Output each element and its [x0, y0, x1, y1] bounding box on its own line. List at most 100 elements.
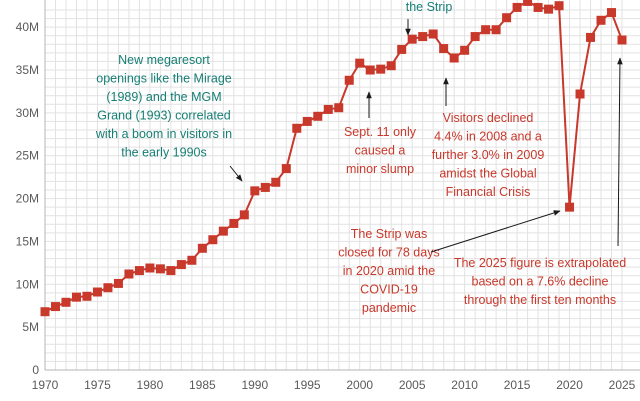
data-point-marker: [313, 111, 323, 121]
annotation-line: 4.4% in 2008 and a: [434, 130, 542, 144]
annotation-line: the early 1990s: [121, 146, 206, 160]
data-point-marker: [607, 8, 617, 18]
annotation-line: caused a: [355, 144, 406, 158]
annotation-line: further 3.0% in 2009: [432, 148, 545, 162]
annotation-megaresort: New megaresort openings like the Mirage (1…: [95, 53, 232, 160]
data-point-marker: [418, 32, 428, 42]
annotation-line: Grand (1993) correlated: [97, 109, 230, 123]
x-tick-label: 2025: [609, 378, 636, 392]
data-point-marker: [481, 25, 491, 35]
annotation-financial-crisis: Visitors declined 4.4% in 2008 and a furth…: [432, 111, 545, 199]
arrow-extrapolated: [617, 57, 623, 247]
data-point-marker: [134, 266, 144, 276]
axes: 1970 1975 1980 1985 1990 1995 2000 2005 2010 2015…: [16, 0, 640, 392]
data-point-marker: [586, 32, 596, 42]
annotation-line: amidst the Global: [439, 167, 536, 181]
data-point-marker: [155, 264, 165, 274]
data-point-marker: [40, 307, 50, 317]
arrow-megaresort: [229, 165, 243, 182]
data-point-marker: [428, 29, 438, 39]
data-point-marker: [250, 186, 260, 196]
x-tick-label: 2005: [399, 378, 426, 392]
data-point-marker: [439, 44, 449, 54]
data-point-marker: [344, 75, 354, 85]
annotation-line: pandemic: [362, 301, 416, 315]
annotation-strip-top: the Strip: [406, 0, 453, 14]
annotation-extrapolated: The 2025 figure is extrapolated based on …: [454, 256, 626, 307]
annotation-line: Financial Crisis: [446, 185, 531, 199]
data-point-marker: [92, 287, 102, 297]
y-tick-label: 35M: [16, 63, 39, 77]
data-point-marker: [470, 32, 480, 42]
data-point-marker: [544, 4, 554, 14]
data-point-marker: [103, 283, 113, 293]
data-point-marker: [376, 64, 386, 74]
data-point-marker: [208, 235, 218, 245]
x-tick-label: 1995: [294, 378, 321, 392]
x-tick-label: 2015: [504, 378, 531, 392]
x-tick-label: 2020: [556, 378, 583, 392]
y-tick-label: 40M: [16, 20, 39, 34]
annotation-line: The 2025 figure is extrapolated: [454, 256, 626, 270]
y-tick-label: 25M: [16, 149, 39, 163]
data-point-marker: [260, 182, 270, 192]
data-point-marker: [113, 278, 123, 288]
data-point-marker: [386, 61, 396, 71]
data-point-marker: [617, 35, 627, 45]
data-point-marker: [50, 302, 60, 312]
data-point-marker: [71, 292, 81, 302]
annotation-line: minor slump: [346, 162, 414, 176]
annotation-line: with a boom in visitors in: [95, 127, 232, 141]
arrow-covid: [430, 210, 561, 253]
annotation-line: closed for 78 days: [338, 246, 439, 260]
annotation-line: through the first ten months: [464, 293, 616, 307]
data-point-marker: [355, 58, 365, 68]
annotation-line: COVID-19: [360, 283, 418, 297]
data-point-marker: [239, 210, 249, 220]
data-point-marker: [176, 260, 186, 270]
data-point-marker: [533, 2, 543, 12]
data-point-marker: [565, 202, 575, 212]
data-point-marker: [302, 116, 312, 126]
data-point-marker: [575, 89, 585, 99]
data-point-marker: [229, 218, 239, 228]
annotation-line: the Strip: [406, 0, 453, 14]
data-point-marker: [502, 13, 512, 23]
y-tick-label: 5M: [22, 320, 39, 334]
annotation-line: based on a 7.6% decline: [472, 275, 609, 289]
annotation-line: The Strip was: [351, 227, 427, 241]
data-point-marker: [197, 243, 207, 253]
data-point-marker: [523, 0, 533, 6]
data-point-marker: [61, 297, 71, 307]
data-point-marker: [218, 226, 228, 236]
annotation-line: Visitors declined: [443, 111, 534, 125]
annotations: New megaresort openings like the Mirage (1…: [95, 0, 626, 315]
annotation-line: New megaresort: [118, 53, 210, 67]
x-tick-label: 2000: [346, 378, 373, 392]
data-point-marker: [323, 104, 333, 114]
data-point-marker: [407, 34, 417, 44]
data-point-marker: [82, 291, 92, 301]
y-tick-label: 30M: [16, 106, 39, 120]
data-point-marker: [512, 2, 522, 12]
data-point-marker: [271, 177, 281, 187]
x-tick-label: 1990: [241, 378, 268, 392]
data-point-marker: [596, 15, 606, 25]
y-tick-label: 20M: [16, 192, 39, 206]
annotation-line: openings like the Mirage: [96, 72, 232, 86]
data-point-marker: [145, 263, 155, 273]
y-tick-label: 10M: [16, 277, 39, 291]
data-point-marker: [187, 255, 197, 265]
data-point-marker: [449, 53, 459, 63]
y-tick-label: 15M: [16, 234, 39, 248]
data-point-marker: [554, 1, 564, 11]
annotation-sept11: Sept. 11 only caused a minor slump: [344, 125, 417, 176]
annotation-line: in 2020 amid the: [343, 264, 435, 278]
x-tick-label: 1980: [137, 378, 164, 392]
x-tick-label: 1975: [84, 378, 111, 392]
x-tick-label: 1985: [189, 378, 216, 392]
data-point-marker: [491, 25, 501, 35]
data-point-marker: [292, 123, 302, 133]
y-tick-label: 0: [32, 363, 39, 377]
